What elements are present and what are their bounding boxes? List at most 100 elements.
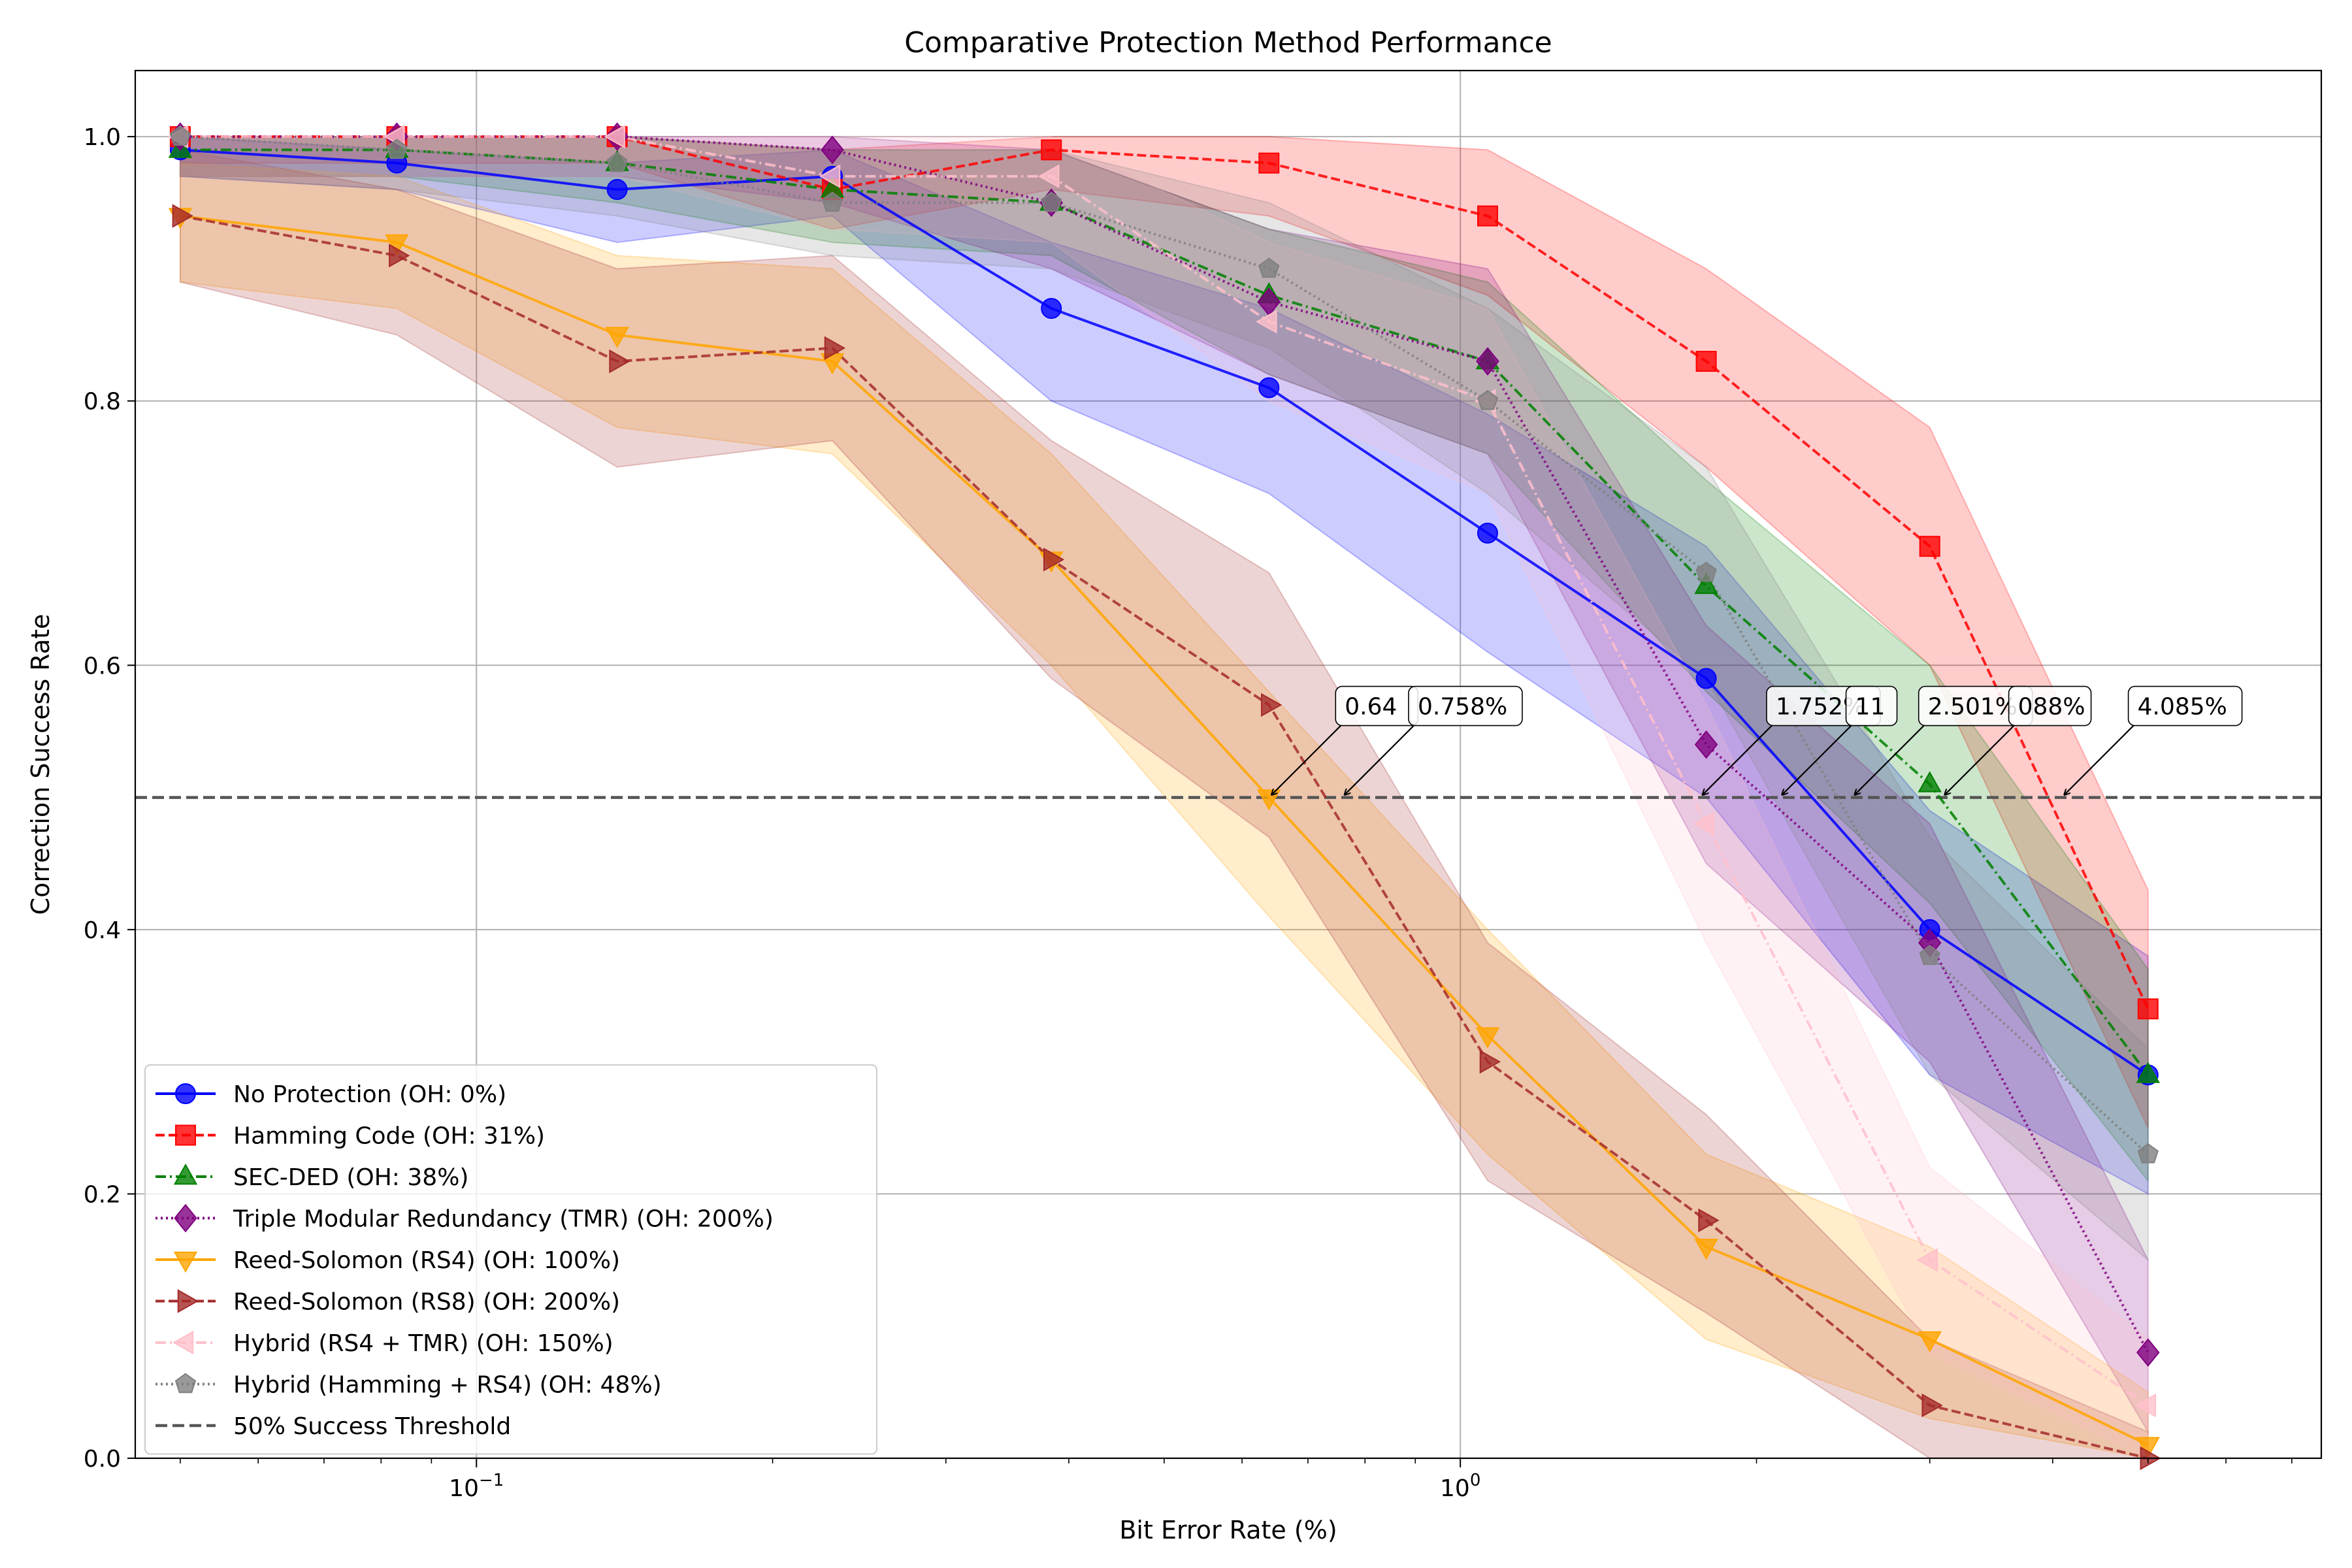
legend-label: 50% Success Threshold: [233, 1413, 511, 1440]
legend-label: Triple Modular Redundancy (TMR) (OH: 200…: [233, 1206, 774, 1233]
annotation-arrow: [1271, 725, 1342, 795]
x-axis-label: Bit Error Rate (%): [1119, 1516, 1337, 1544]
legend-marker-7: [174, 1373, 197, 1394]
series-1-point: [1258, 152, 1280, 174]
series-0-point: [1695, 668, 1717, 689]
annotation-label: 11: [1855, 694, 1886, 721]
series-1-point: [2137, 998, 2159, 1020]
series-5-point: [1261, 693, 1282, 717]
y-tick-label: 0.2: [84, 1181, 121, 1208]
series-7-point: [821, 191, 843, 212]
legend-marker-3: [174, 1203, 197, 1233]
legend: No Protection (OH: 0%) Hamming Code (OH: …: [144, 1064, 877, 1455]
series-6-point: [604, 124, 625, 149]
annotation-arrow: [1945, 725, 2015, 795]
series-4-point: [385, 234, 409, 256]
series-6-line: [180, 135, 2149, 1407]
series-5-point: [609, 349, 630, 374]
legend-label: Reed-Solomon (RS4) (OH: 100%): [233, 1247, 620, 1274]
annotation-arrow: [1782, 725, 1852, 795]
legend-marker-1: [175, 1124, 196, 1146]
series-3-point: [2136, 1338, 2160, 1367]
series-7-point: [169, 125, 191, 146]
series-6-point: [1256, 310, 1277, 334]
legend-label: Hybrid (RS4 + TMR) (OH: 150%): [233, 1330, 613, 1357]
series-2-band: [179, 136, 2149, 1183]
series-4-line: [180, 214, 2149, 1446]
series-5-line: [180, 214, 2149, 1460]
series-5-point: [1479, 1049, 1501, 1074]
series-3-point: [1694, 730, 1718, 759]
series-3-point: [821, 135, 844, 165]
annotation-arrow: [2065, 725, 2134, 795]
series-6-point: [2134, 1393, 2157, 1418]
series-6-point: [1916, 1248, 1938, 1272]
series-4-point: [1918, 1331, 1942, 1352]
series-6-point: [1693, 811, 1714, 836]
y-tick-label: 0.6: [84, 653, 121, 679]
y-tick-label: 0.4: [84, 917, 121, 944]
series-7-point: [386, 139, 408, 159]
series-5-point: [1921, 1393, 1943, 1418]
series-5-point: [172, 204, 193, 228]
series-1-point: [1041, 139, 1062, 161]
y-tick-label: 0.0: [84, 1446, 121, 1473]
chart-title: Comparative Protection Method Performanc…: [904, 26, 1552, 59]
series-4-point: [605, 327, 629, 348]
series-2-point: [1694, 572, 1718, 595]
series-0-point: [1258, 377, 1280, 399]
legend-marker-5: [177, 1289, 199, 1313]
series-7-point: [1041, 191, 1062, 212]
series-4-point: [1475, 1027, 1500, 1049]
series-7-line: [180, 135, 2149, 1156]
series-1-point: [1477, 205, 1498, 227]
plot-frame: [134, 69, 2323, 1460]
series-0-point: [1041, 298, 1062, 319]
series-lines: [180, 135, 2149, 1460]
series-6-point: [819, 164, 841, 189]
confidence-bands: [179, 136, 2149, 1460]
y-tick-label: 0.8: [84, 389, 121, 416]
axis-ticks: 0.0 0.2 0.4 0.6 0.8 1.0 10−1 100: [84, 124, 2293, 1502]
legend-box: [144, 1064, 877, 1455]
series-0-band: [179, 136, 2149, 1196]
legend-label: Hamming Code (OH: 31%): [233, 1123, 545, 1150]
series-5-point: [824, 336, 846, 361]
legend-label: Hybrid (Hamming + RS4) (OH: 48%): [233, 1372, 662, 1399]
legend-marker-6: [172, 1330, 194, 1355]
series-markers: [167, 122, 2161, 1471]
series-2-line: [180, 148, 2149, 1076]
annotation-box: [2127, 685, 2243, 727]
legend-marker-2: [173, 1163, 198, 1185]
series-4-point: [1694, 1239, 1718, 1260]
legend-label: SEC-DED (OH: 38%): [233, 1164, 468, 1191]
legend-marker-0: [175, 1083, 196, 1104]
legend-label: Reed-Solomon (RS8) (OH: 200%): [233, 1289, 620, 1316]
series-4-point: [2136, 1437, 2161, 1458]
annotation-arrow: [1703, 725, 1772, 795]
series-7-band: [179, 136, 2149, 1262]
annotation-arrow: [1855, 725, 1925, 795]
annotation-box: [2008, 685, 2092, 727]
series-7-point: [1695, 561, 1717, 582]
annotation-box: [1845, 685, 1898, 727]
y-tick-label: 1.0: [84, 124, 121, 151]
annotation-label: 088%: [2018, 694, 2085, 721]
series-3-point: [1476, 347, 1499, 376]
annotation-label: 4.085%: [2138, 694, 2227, 721]
legend-marker-4: [173, 1251, 198, 1273]
x-tick-label: 100: [1440, 1471, 1480, 1502]
series-7-point: [1258, 257, 1280, 278]
series-2-point: [1918, 771, 1942, 792]
series-0-line: [180, 148, 2149, 1077]
series-7-point: [1477, 389, 1499, 410]
legend-label: No Protection (OH: 0%): [233, 1081, 506, 1108]
series-2-point: [2136, 1062, 2161, 1083]
annotation-box: [1408, 685, 1523, 727]
annotation-label: 2.501%: [1928, 694, 2017, 721]
x-tick-label: 10−1: [449, 1471, 504, 1502]
annotation-label: 0.64: [1345, 694, 1397, 721]
series-3-line: [180, 135, 2149, 1354]
series-1-point: [1695, 351, 1717, 372]
